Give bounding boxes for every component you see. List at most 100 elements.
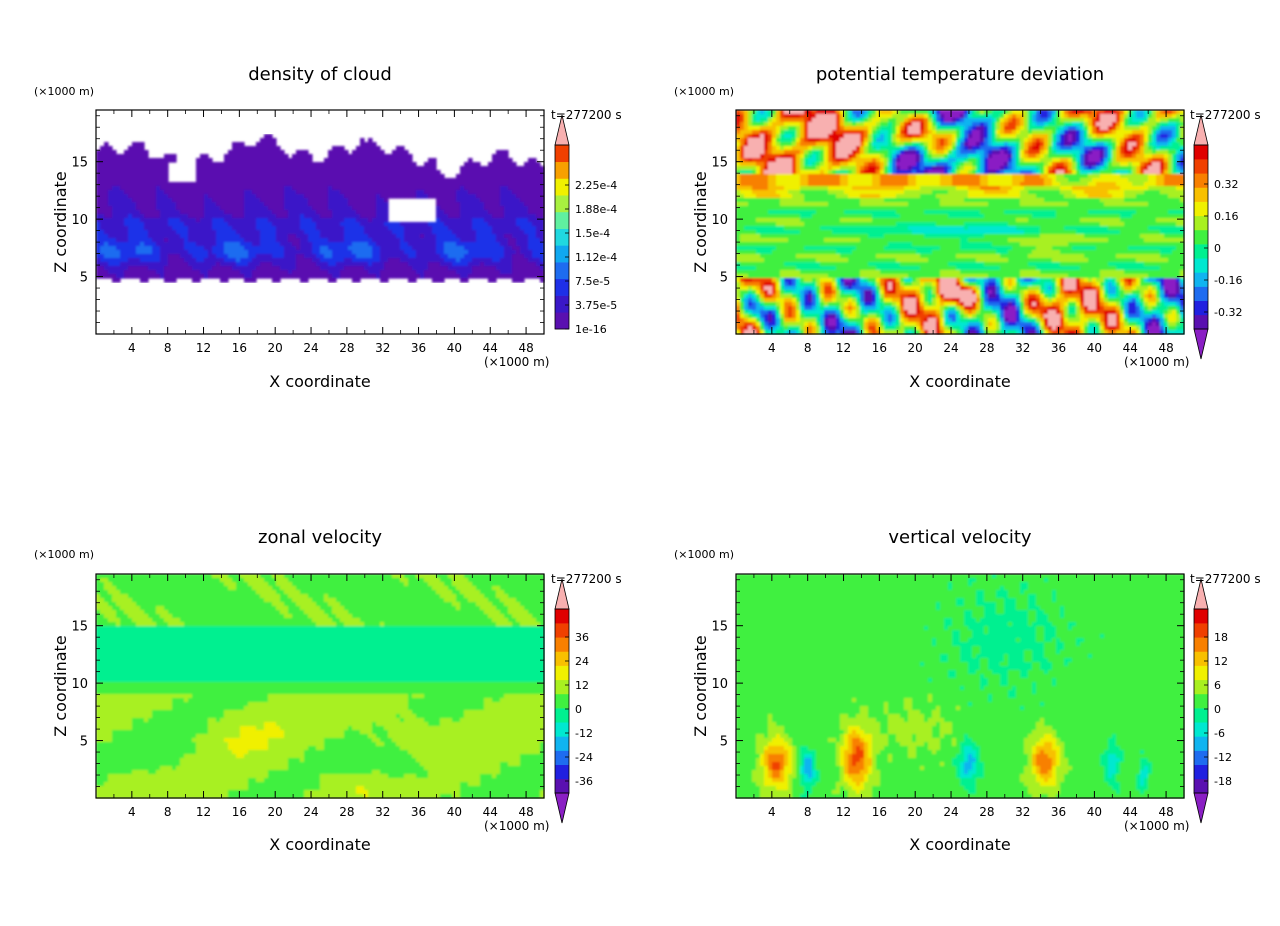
x-tick-label: 44 xyxy=(483,341,498,355)
colorbar-label: 1.5e-4 xyxy=(575,227,610,240)
panel-zonal-velocity: zonal velocity (×1000 m) t=277200 s 4 8 12… xyxy=(34,527,622,854)
x-tick-label: 48 xyxy=(1158,341,1173,355)
x-tick-label: 36 xyxy=(1051,805,1066,819)
x-tick-label: 32 xyxy=(1015,341,1030,355)
x-tick-label: 32 xyxy=(375,341,390,355)
x-tick-label: 36 xyxy=(411,805,426,819)
colorbar-label: 12 xyxy=(1214,655,1228,668)
x-tick-label: 4 xyxy=(128,341,136,355)
colorbar: 1e-16 3.75e-5 7.5e-5 1.12e-4 1.5e-4 1.88e-4 2.… xyxy=(554,114,617,336)
y-axis-label: Z coordinate xyxy=(691,635,710,736)
colorbar-frame xyxy=(554,608,570,794)
plot-frame xyxy=(95,573,545,799)
x-tick-label: 4 xyxy=(768,805,776,819)
colorbar-label: 18 xyxy=(1214,631,1228,644)
x-tick-label: 16 xyxy=(232,805,247,819)
colorbar-label: -0.16 xyxy=(1214,274,1242,287)
x-tick-label: 8 xyxy=(164,341,172,355)
y-axis-label: Z coordinate xyxy=(51,635,70,736)
y-tick-label: 15 xyxy=(711,156,728,171)
x-tick-label: 32 xyxy=(1015,805,1030,819)
x-tick-label: 48 xyxy=(518,805,533,819)
colorbar-label: -24 xyxy=(575,751,593,764)
colorbar-swatch xyxy=(1194,244,1208,259)
x-tick-label: 12 xyxy=(196,341,211,355)
x-tick-label: 44 xyxy=(1123,341,1138,355)
colorbar-label: 2.25e-4 xyxy=(575,179,617,192)
x-tick-label: 12 xyxy=(836,805,851,819)
colorbar-swatch xyxy=(1194,272,1208,287)
x-tick-label: 44 xyxy=(1123,805,1138,819)
time-label: t=277200 s xyxy=(551,572,622,586)
x-tick-label: 20 xyxy=(268,341,283,355)
x-unit-label: (×1000 m) xyxy=(1124,819,1189,833)
colorbar-label: 0 xyxy=(575,703,582,716)
x-tick-label: 8 xyxy=(804,805,812,819)
x-axis-label: X coordinate xyxy=(909,835,1010,854)
x-unit-label: (×1000 m) xyxy=(1124,355,1189,369)
colorbar-label: 7.5e-5 xyxy=(575,275,610,288)
colorbar-label: 1.88e-4 xyxy=(575,203,617,216)
x-tick-label: 28 xyxy=(979,341,994,355)
colorbar-swatch xyxy=(1194,623,1208,638)
x-tick-label: 28 xyxy=(979,805,994,819)
colorbar: -0.32 -0.16 0 0.16 0.32 xyxy=(1193,114,1242,360)
y-tick-label: 15 xyxy=(71,156,88,171)
colorbar-swatch xyxy=(555,228,569,246)
x-tick-label: 16 xyxy=(872,805,887,819)
x-tick-label: 40 xyxy=(1087,341,1102,355)
colorbar-swatch xyxy=(1194,722,1208,737)
y-tick-label: 5 xyxy=(720,735,728,750)
panel-title: vertical velocity xyxy=(888,527,1032,548)
plot-frame xyxy=(95,109,545,335)
colorbar-swatch xyxy=(555,278,569,296)
x-tick-label: 40 xyxy=(1087,805,1102,819)
colorbar-swatch xyxy=(1194,736,1208,751)
x-tick-label: 4 xyxy=(128,805,136,819)
colorbar-swatch xyxy=(1194,300,1208,316)
colorbar-swatch xyxy=(1194,229,1208,245)
colorbar-swatch xyxy=(1194,665,1208,681)
x-tick-label: 24 xyxy=(943,341,958,355)
plot-frame xyxy=(735,109,1185,335)
x-tick-label: 40 xyxy=(447,341,462,355)
y-unit-label: (×1000 m) xyxy=(34,85,94,98)
colorbar-swatch xyxy=(1194,314,1208,330)
y-axis-label: Z coordinate xyxy=(51,171,70,272)
colorbar-swatch xyxy=(555,665,569,681)
colorbar-swatch xyxy=(555,623,569,638)
colorbar-swatch xyxy=(1194,187,1208,202)
panel-vertical-velocity: vertical velocity (×1000 m) t=277200 s 4… xyxy=(674,527,1261,854)
colorbar-swatch xyxy=(555,708,569,723)
colorbar-swatch xyxy=(555,178,569,196)
colorbar-swatch xyxy=(555,262,569,280)
panel-title: zonal velocity xyxy=(258,527,382,548)
time-label: t=277200 s xyxy=(1190,108,1261,122)
colorbar-swatch xyxy=(1194,201,1208,217)
x-tick-label: 16 xyxy=(872,341,887,355)
x-axis-label: X coordinate xyxy=(909,372,1010,391)
colorbar-swatch xyxy=(1194,258,1208,273)
colorbar-label: -18 xyxy=(1214,775,1232,788)
colorbar-label: -12 xyxy=(1214,751,1232,764)
colorbar-bottom-arrow xyxy=(554,792,570,824)
panel-potential-temperature-deviation: potential temperature deviation (×1000 m… xyxy=(674,64,1261,391)
colorbar-frame xyxy=(1193,608,1209,794)
x-tick-label: 20 xyxy=(908,341,923,355)
colorbar-swatch xyxy=(555,736,569,751)
colorbar-swatch xyxy=(555,295,569,313)
colorbar-swatch xyxy=(555,722,569,737)
x-axis-label: X coordinate xyxy=(269,835,370,854)
colorbar: -18 -12 -6 0 6 12 18 xyxy=(1193,578,1232,824)
y-axis-label: Z coordinate xyxy=(691,171,710,272)
x-tick-label: 4 xyxy=(768,341,776,355)
x-unit-label: (×1000 m) xyxy=(484,355,549,369)
x-tick-label: 24 xyxy=(943,805,958,819)
colorbar-swatch xyxy=(1194,693,1208,709)
colorbar-swatch xyxy=(555,145,569,163)
colorbar-bottom-arrow xyxy=(1193,328,1209,360)
x-tick-label: 20 xyxy=(908,805,923,819)
colorbar-swatch xyxy=(555,764,569,780)
colorbar-swatch xyxy=(1194,215,1208,231)
